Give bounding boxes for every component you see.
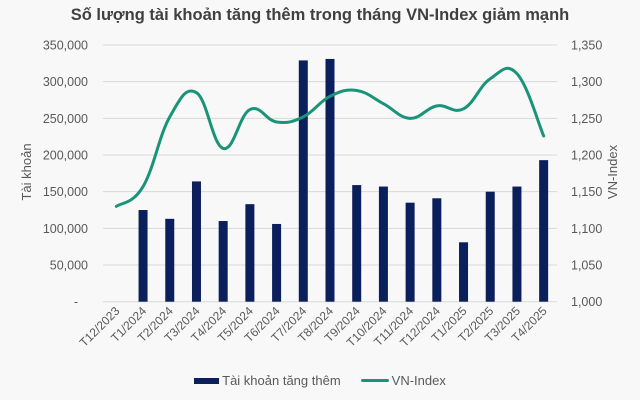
left-axis-ticks: - 50,000 100,000 150,000 200,000 250,000 300,0… — [43, 39, 88, 310]
y-tick-label: 300,000 — [43, 75, 88, 89]
bar — [325, 58, 335, 302]
line-swatch-icon — [360, 379, 389, 382]
y-tick-label: 50,000 — [50, 259, 88, 273]
legend: Tài khoản tăng thêm VN-Index — [0, 373, 640, 388]
bar — [245, 204, 255, 302]
legend-label-vnindex: VN-Index — [391, 373, 446, 388]
legend-item-accounts: Tài khoản tăng thêm — [194, 373, 341, 388]
bar — [378, 186, 388, 302]
y2-tick-label: 1,200 — [571, 149, 602, 163]
bar — [432, 198, 442, 302]
left-axis-title: Tài khoản — [19, 143, 34, 200]
bar — [539, 160, 549, 302]
bar — [272, 223, 282, 302]
y2-tick-label: 1,150 — [571, 185, 602, 199]
x-axis-ticks: T12/2023T1/2024T2/2024T3/2024T4/2024T5/2… — [77, 304, 550, 350]
y2-tick-label: 1,100 — [571, 222, 602, 236]
bar — [405, 202, 415, 302]
bar-series — [138, 58, 549, 302]
right-axis-title: VN-Index — [605, 144, 620, 199]
y-tick-label: 350,000 — [43, 39, 88, 53]
y2-tick-label: 1,300 — [571, 75, 602, 89]
y-tick-label: 200,000 — [43, 149, 88, 163]
y2-tick-label: 1,250 — [571, 112, 602, 126]
y2-tick-label: 1,000 — [571, 295, 602, 309]
bar — [218, 221, 228, 302]
bar — [459, 242, 469, 302]
right-axis-ticks: 1,000 1,050 1,100 1,150 1,200 1,250 1,300 1,350 — [571, 39, 602, 310]
y2-tick-label: 1,050 — [571, 259, 602, 273]
bar — [485, 191, 495, 302]
chart-title: Số lượng tài khoản tăng thêm trong tháng… — [70, 6, 570, 24]
y-tick-label: 150,000 — [43, 185, 88, 199]
y-tick-label: - — [74, 295, 78, 309]
bar — [165, 218, 175, 302]
legend-label-accounts: Tài khoản tăng thêm — [222, 373, 341, 388]
bar — [298, 60, 308, 302]
y-tick-label: 250,000 — [43, 112, 88, 126]
y2-tick-label: 1,350 — [571, 39, 602, 53]
bar — [138, 210, 148, 302]
bar — [191, 181, 201, 302]
bar-swatch-icon — [194, 377, 220, 384]
legend-item-vnindex: VN-Index — [360, 373, 446, 388]
bar — [352, 185, 362, 302]
y-tick-label: 100,000 — [43, 222, 88, 236]
bar — [512, 186, 522, 302]
vn-index-line — [114, 66, 546, 208]
